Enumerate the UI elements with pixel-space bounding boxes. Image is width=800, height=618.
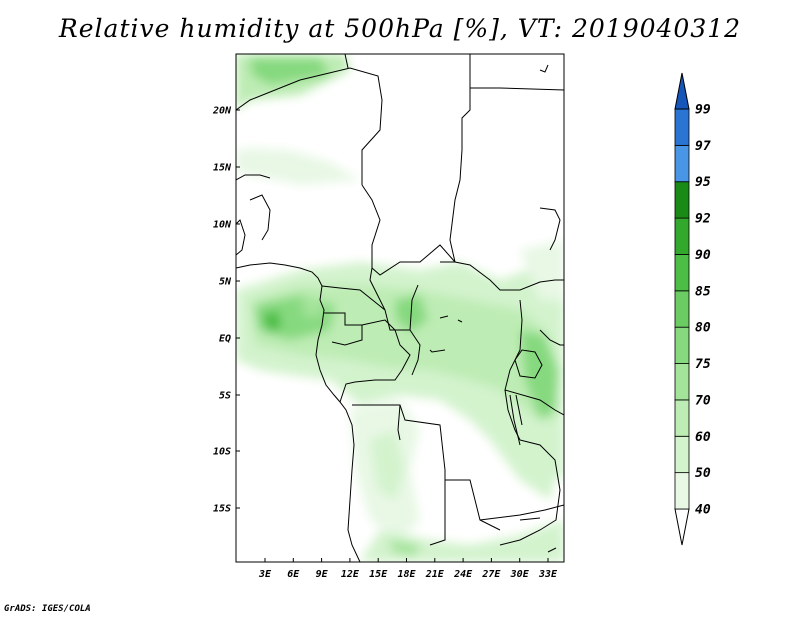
- colorbar-segment: [674, 435, 690, 474]
- country-boundaries: [236, 54, 564, 562]
- lon-label: 24E: [453, 569, 473, 580]
- colorbar-label: 40: [695, 503, 711, 518]
- colorbar-segment: [674, 254, 690, 292]
- lat-label: 15N: [213, 163, 232, 174]
- lon-label: 9E: [316, 569, 329, 580]
- lon-label: 30E: [510, 569, 530, 580]
- lat-label: 20N: [212, 106, 232, 117]
- colorbar-label: 50: [695, 466, 711, 481]
- colorbar-label: 85: [695, 284, 711, 299]
- colorbar-label: 90: [695, 248, 711, 263]
- lon-label: 3E: [258, 569, 272, 580]
- latitude-axis: 20N 15N 10N 5N EQ 5S 10S 15S: [212, 106, 240, 515]
- colorbar-segment: [674, 472, 690, 510]
- colorbar-segment: [674, 363, 690, 401]
- colorbar-segment: [674, 326, 690, 364]
- lat-label: 10N: [213, 220, 232, 231]
- map-frame: [235, 53, 565, 563]
- colorbar-label: 75: [695, 357, 711, 372]
- grads-credit: GrADS: IGES/COLA: [4, 604, 91, 614]
- lon-label: 15E: [369, 569, 388, 580]
- lat-label: EQ: [219, 334, 231, 345]
- lat-label: 15S: [213, 504, 231, 515]
- map-title: Relative humidity at 500hPa [%], VT: 201…: [58, 14, 742, 43]
- colorbar-label: 99: [695, 103, 711, 118]
- longitude-axis: 3E 6E 9E 12E 15E 18E 21E 24E 27E 30E 33E: [258, 558, 558, 580]
- colorbar-segment: [674, 181, 690, 219]
- colorbar-label: 70: [695, 393, 711, 408]
- lon-label: 12E: [341, 569, 360, 580]
- colorbar-label: 95: [695, 175, 711, 190]
- lon-label: 33E: [538, 569, 558, 580]
- lon-label: 6E: [287, 569, 300, 580]
- colorbar-upper-extension: [674, 72, 690, 110]
- colorbar-segment: [674, 144, 690, 183]
- lon-label: 21E: [425, 569, 445, 580]
- colorbar-segment: [674, 217, 690, 255]
- colorbar-segment: [674, 290, 690, 328]
- lon-label: 18E: [397, 569, 416, 580]
- colorbar-lower-extension: [674, 508, 690, 546]
- lon-label: 27E: [481, 569, 501, 580]
- colorbar-segment: [674, 108, 690, 146]
- lat-label: 10S: [213, 447, 231, 458]
- lat-label: 5S: [219, 391, 231, 402]
- colorbar-label: 92: [695, 212, 711, 227]
- colorbar: 40 50 60 70 75 80 85 90 92 95 97 99: [674, 72, 711, 546]
- lat-label: 5N: [219, 277, 232, 288]
- colorbar-label: 60: [695, 430, 711, 445]
- colorbar-segment: [674, 399, 690, 437]
- colorbar-label: 80: [695, 321, 711, 336]
- humidity-shading: [236, 54, 564, 562]
- colorbar-label: 97: [695, 139, 711, 154]
